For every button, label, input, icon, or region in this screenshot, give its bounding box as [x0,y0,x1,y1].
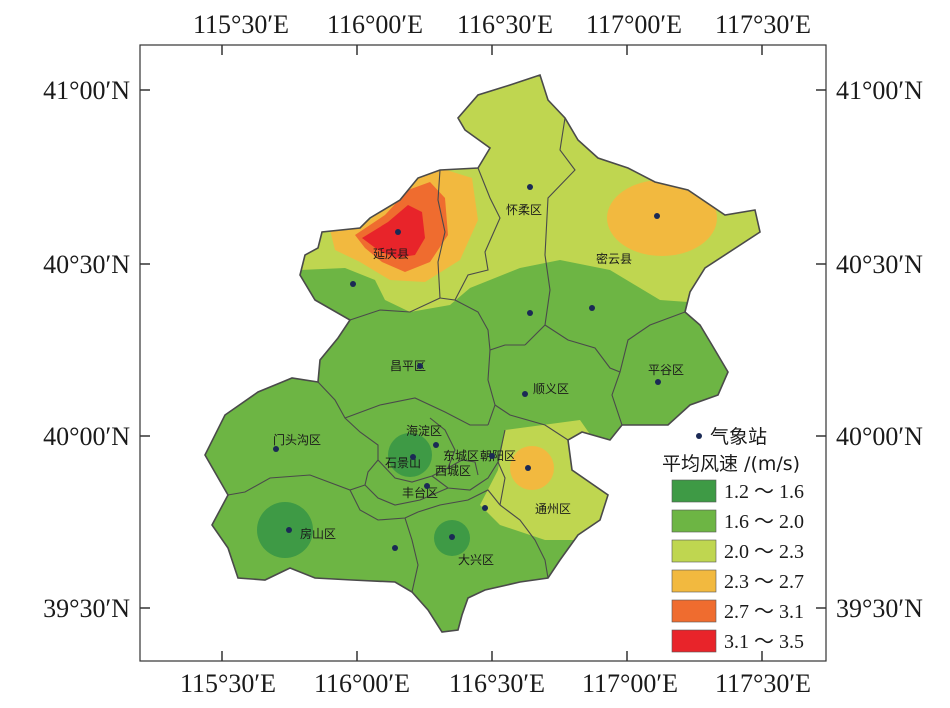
label-shunyi: 顺义区 [533,382,569,396]
station-marker [482,505,488,511]
legend-label: 3.1 ～ 3.5 [724,631,804,653]
left-axis-label: 40°30′N [43,250,130,279]
legend-station-label: 气象站 [710,426,767,448]
axis-ticks [140,45,826,661]
zone-yanqing-red [362,205,425,258]
top-axis-label: 117°00′E [586,10,682,39]
left-axis-label: 40°00′N [43,422,130,451]
legend-title: 平均风速 /(m/s) [662,453,800,475]
boundary-fangshan [349,489,419,521]
top-axis-label: 117°30′E [715,10,811,39]
station-marker [449,534,455,540]
legend-label: 1.2 ～ 1.6 [724,481,804,503]
boundary-changping-bottom [344,397,488,426]
boundary-huairou-miyun [524,117,576,346]
left-axis-label: 39°30′N [43,594,130,623]
legend-label: 2.0 ～ 2.3 [724,541,804,563]
bottom-axis-label: 117°30′E [715,669,811,698]
boundary-shunyi-top [544,311,686,373]
boundary-haidian [377,417,456,483]
legend-swatch [671,629,717,653]
label-xicheng: 西城区 [435,464,471,478]
zone-haidian-dark [388,433,432,477]
label-tongzhou: 通州区 [535,502,571,516]
boundary-yanqing [349,169,446,321]
legend-items: 1.2 ～ 1.6 1.6 ～ 2.0 2.0 ～ 2.3 2.3 ～ 2.7 2.7 … [671,479,804,653]
label-fangshan: 房山区 [300,526,336,541]
right-axis-label: 39°30′N [836,594,923,623]
axis-labels: 115°30′E 116°00′E 116°30′E 117°00′E 117°… [43,10,923,698]
top-axis-label: 116°00′E [327,10,423,39]
station-marker [655,379,661,385]
station-marker [527,310,533,316]
weather-stations [273,184,661,551]
district-boundaries [204,73,761,633]
boundary-fengtai [364,484,449,506]
station-marker [654,213,660,219]
zone-tongzhou-orange [510,446,554,490]
legend-label: 1.6 ～ 2.0 [724,511,804,533]
legend-swatch [671,539,717,563]
boundary-daxing-west [404,517,419,593]
station-marker [589,305,595,311]
bottom-axis-label: 116°30′E [449,669,545,698]
district-labels: 延庆县 怀柔区 密云县 昌平区 顺义区 平谷区 门头沟区 海淀区 石景山 东城区… [273,203,684,567]
station-marker [395,229,401,235]
station-marker [424,483,430,489]
left-axis-label: 41°00′N [43,76,130,105]
station-marker [525,465,531,471]
legend-label: 2.7 ～ 3.1 [724,601,804,623]
boundary-changping-top [454,299,525,351]
bottom-axis-label: 116°00′E [314,669,410,698]
station-marker [410,454,416,460]
bottom-axis-label: 117°00′E [582,669,678,698]
top-axis-label: 115°30′E [193,10,289,39]
right-axis-label: 40°00′N [836,422,923,451]
legend-swatch [671,569,717,593]
station-marker [433,442,439,448]
station-marker [417,363,423,369]
station-marker [350,281,356,287]
legend-station-marker [696,433,702,439]
label-miyun: 密云县 [596,251,632,266]
label-haidian: 海淀区 [406,423,442,438]
legend-swatch [671,479,717,503]
boundary-outer [204,73,761,633]
station-marker [522,391,528,397]
right-axis-label: 40°30′N [836,250,923,279]
legend: 气象站 平均风速 /(m/s) 1.2 ～ 1.6 1.6 ～ 2.0 2.0 ～ … [662,426,804,653]
right-axis-label: 41°00′N [836,76,923,105]
label-huairou: 怀柔区 [506,203,542,217]
boundary-shunyi-right [611,371,623,426]
legend-swatch [671,509,717,533]
boundary-huairou [439,167,501,301]
legend-swatch [671,599,717,623]
top-axis-label: 116°30′E [457,10,553,39]
station-marker [489,453,495,459]
station-marker [527,184,533,190]
label-dongcheng: 东城区 [443,449,479,463]
zone-fangshan-dark [257,502,313,558]
boundary-city-core [431,429,506,491]
label-daxing: 大兴区 [458,553,494,567]
label-fengtai: 丰台区 [402,485,438,500]
legend-label: 2.3 ～ 2.7 [724,571,804,593]
label-changping: 昌平区 [390,359,426,373]
label-yanqing: 延庆县 [373,247,409,261]
boundary-dongcheng [447,459,479,476]
zone-miyun-orange [607,180,717,256]
boundary-shunyi-bottom [494,404,569,441]
boundary-tongzhou [499,504,549,579]
boundary-changping-right [487,349,496,426]
station-marker [273,446,279,452]
bottom-axis-label: 115°30′E [180,669,276,698]
boundary-chaoyang-east [497,461,506,506]
label-pinggu: 平谷区 [648,363,684,377]
station-marker [392,545,398,551]
label-chaoyang: 朝阳区 [480,449,516,463]
boundary-daxing-top [417,489,501,513]
station-marker [286,527,292,533]
label-mentougou: 门头沟区 [273,432,321,447]
